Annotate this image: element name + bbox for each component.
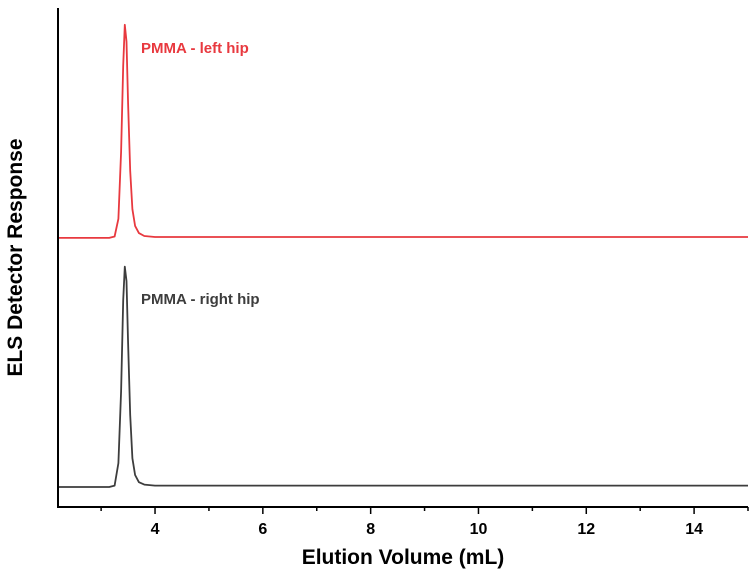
series-line-right-hip bbox=[58, 265, 748, 488]
series-line-left-hip bbox=[58, 23, 748, 239]
x-tick-label: 8 bbox=[366, 521, 375, 538]
x-tick-group: 4 6 8 10 12 14 bbox=[100, 507, 749, 538]
x-tick-label: 14 bbox=[685, 521, 703, 538]
x-tick-label: 6 bbox=[258, 521, 267, 538]
series-label-left-hip: PMMA - left hip bbox=[141, 40, 249, 57]
x-tick-label: 12 bbox=[577, 521, 595, 538]
x-tick-label: 10 bbox=[470, 521, 488, 538]
series-label-right-hip: PMMA - right hip bbox=[141, 291, 260, 308]
x-tick-label: 4 bbox=[151, 521, 160, 538]
series-group bbox=[58, 23, 748, 488]
y-axis-title: ELS Detector Response bbox=[4, 138, 27, 376]
x-axis-title: Elution Volume (mL) bbox=[302, 546, 505, 569]
